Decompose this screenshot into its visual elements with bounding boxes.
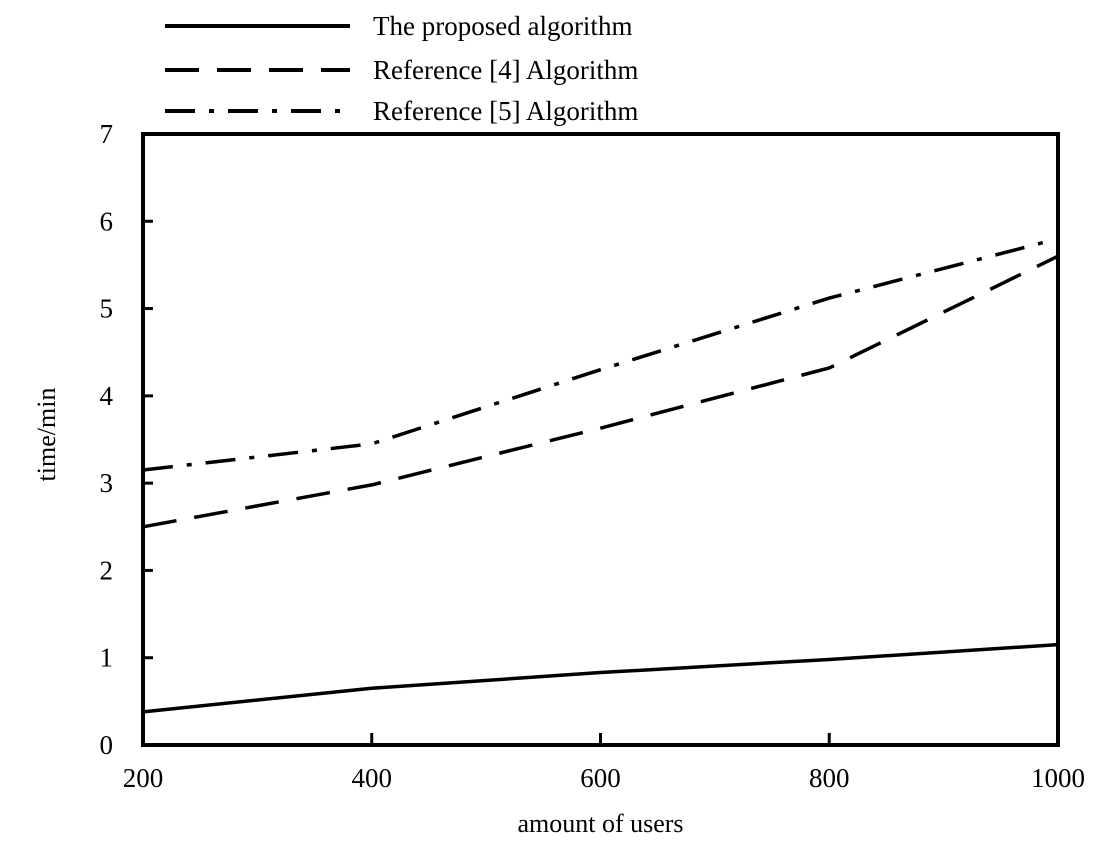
y-tick-label: 0 — [100, 730, 114, 760]
y-tick-label: 4 — [100, 381, 114, 411]
y-tick-label: 6 — [100, 206, 114, 236]
x-axis-title: amount of users — [517, 809, 683, 838]
x-tick-label: 800 — [809, 763, 850, 793]
legend-label-3: Reference [5] Algorithm — [373, 96, 638, 126]
y-tick-label: 1 — [100, 643, 114, 673]
series-lines — [142, 237, 1059, 714]
y-tick-label: 3 — [100, 468, 114, 498]
series-line-3 — [142, 237, 1059, 472]
legend: The proposed algorithm Reference [4] Algo… — [165, 11, 638, 126]
x-tick-label: 1000 — [1031, 763, 1085, 793]
series-line-2 — [142, 254, 1059, 529]
x-tick-label: 200 — [123, 763, 164, 793]
legend-label-2: Reference [4] Algorithm — [373, 55, 638, 85]
x-tick-label: 400 — [352, 763, 393, 793]
y-tick-label: 7 — [100, 119, 114, 149]
axis-ticks: 200 400 600 800 1000 0 1 2 3 4 5 6 7 — [100, 119, 1086, 793]
series-line-1 — [142, 642, 1059, 714]
y-tick-label: 2 — [100, 555, 114, 585]
x-tick-label: 600 — [580, 763, 621, 793]
y-axis-title: time/min — [32, 388, 61, 482]
legend-label-1: The proposed algorithm — [373, 11, 632, 41]
y-tick-label: 5 — [100, 294, 114, 324]
